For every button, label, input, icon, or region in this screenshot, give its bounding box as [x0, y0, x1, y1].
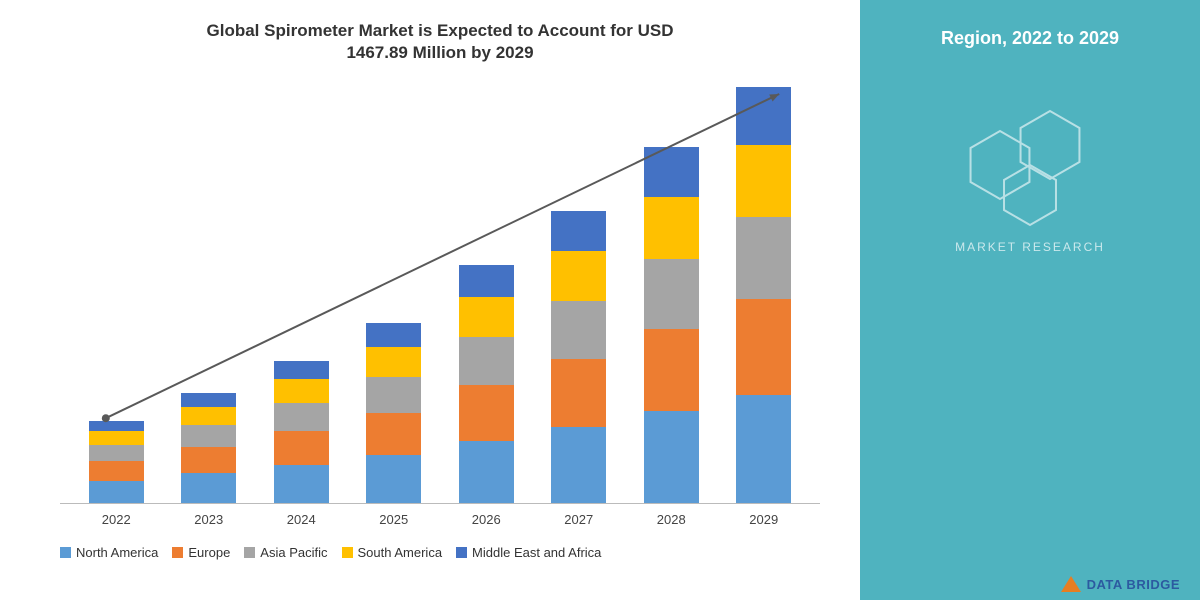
bar-segment: [551, 301, 606, 359]
chart-title-line1: Global Spirometer Market is Expected to …: [207, 21, 674, 40]
bar-group: [89, 421, 144, 503]
bar-segment: [551, 359, 606, 427]
plot-region: [60, 84, 820, 504]
bar-segment: [644, 411, 699, 503]
x-axis-labels: 2022 2023 2024 2025 2026 2027 2028 2029: [60, 504, 820, 527]
bar-segment: [181, 425, 236, 447]
x-axis-label: 2029: [736, 512, 791, 527]
bar-segment: [459, 337, 514, 385]
bar-segment: [366, 323, 421, 347]
bar-segment: [459, 297, 514, 337]
bar-group: [274, 361, 329, 503]
bar-group: [736, 87, 791, 503]
bar-segment: [644, 147, 699, 197]
legend-swatch: [244, 547, 255, 558]
legend-label: Middle East and Africa: [472, 545, 601, 560]
legend-swatch: [342, 547, 353, 558]
bar-group: [644, 147, 699, 503]
bar-group: [459, 265, 514, 503]
chart-area: Global Spirometer Market is Expected to …: [40, 20, 840, 580]
side-panel-title: Region, 2022 to 2029: [860, 0, 1200, 49]
legend-swatch: [60, 547, 71, 558]
legend: North America Europe Asia Pacific South Ame…: [60, 545, 840, 560]
bar-segment: [89, 461, 144, 481]
bar-segment: [644, 329, 699, 411]
chart-title: Global Spirometer Market is Expected to …: [40, 20, 840, 64]
chart-title-line2: 1467.89 Million by 2029: [346, 43, 533, 62]
legend-label: Asia Pacific: [260, 545, 327, 560]
side-panel: Region, 2022 to 2029 MARKET RESEARCH: [860, 0, 1200, 600]
x-axis-label: 2022: [89, 512, 144, 527]
bar-segment: [366, 377, 421, 413]
legend-swatch: [172, 547, 183, 558]
bar-group: [181, 393, 236, 503]
bar-segment: [274, 431, 329, 465]
bar-segment: [366, 347, 421, 377]
legend-item: North America: [60, 545, 158, 560]
bar-segment: [181, 393, 236, 407]
bar-segment: [551, 427, 606, 503]
bar-segment: [736, 217, 791, 299]
bar-segment: [551, 211, 606, 251]
bar-segment: [366, 413, 421, 455]
bar-segment: [274, 361, 329, 379]
legend-item: Europe: [172, 545, 230, 560]
legend-label: South America: [358, 545, 443, 560]
bar-segment: [89, 421, 144, 431]
brand-text: DATA BRIDGE: [1087, 577, 1180, 592]
bar-segment: [89, 445, 144, 461]
legend-item: South America: [342, 545, 443, 560]
bar-segment: [459, 265, 514, 297]
x-axis-label: 2025: [366, 512, 421, 527]
legend-item: Middle East and Africa: [456, 545, 601, 560]
bar-segment: [366, 455, 421, 503]
x-axis-label: 2027: [551, 512, 606, 527]
bar-segment: [736, 299, 791, 395]
legend-item: Asia Pacific: [244, 545, 327, 560]
brand: DATA BRIDGE: [1061, 576, 1180, 592]
bar-segment: [736, 145, 791, 217]
bar-segment: [181, 473, 236, 503]
bar-segment: [274, 379, 329, 403]
bar-group: [366, 323, 421, 503]
bar-segment: [274, 465, 329, 503]
bar-segment: [274, 403, 329, 431]
bar-segment: [644, 197, 699, 259]
brand-triangle-icon: [1061, 576, 1081, 592]
bar-segment: [736, 87, 791, 145]
x-axis-label: 2024: [274, 512, 329, 527]
x-axis-label: 2023: [181, 512, 236, 527]
bar-segment: [551, 251, 606, 301]
bar-segment: [459, 385, 514, 441]
bar-segment: [181, 407, 236, 425]
x-axis-label: 2026: [459, 512, 514, 527]
bar-segment: [644, 259, 699, 329]
hex-logo-icon: [950, 95, 1110, 235]
x-axis-label: 2028: [644, 512, 699, 527]
bar-segment: [736, 395, 791, 503]
legend-swatch: [456, 547, 467, 558]
bar-segment: [89, 431, 144, 445]
bars-container: [60, 84, 820, 503]
legend-label: North America: [76, 545, 158, 560]
side-panel-subtitle: MARKET RESEARCH: [860, 240, 1200, 254]
bar-segment: [181, 447, 236, 473]
bar-group: [551, 211, 606, 503]
legend-label: Europe: [188, 545, 230, 560]
bar-segment: [459, 441, 514, 503]
bar-segment: [89, 481, 144, 503]
